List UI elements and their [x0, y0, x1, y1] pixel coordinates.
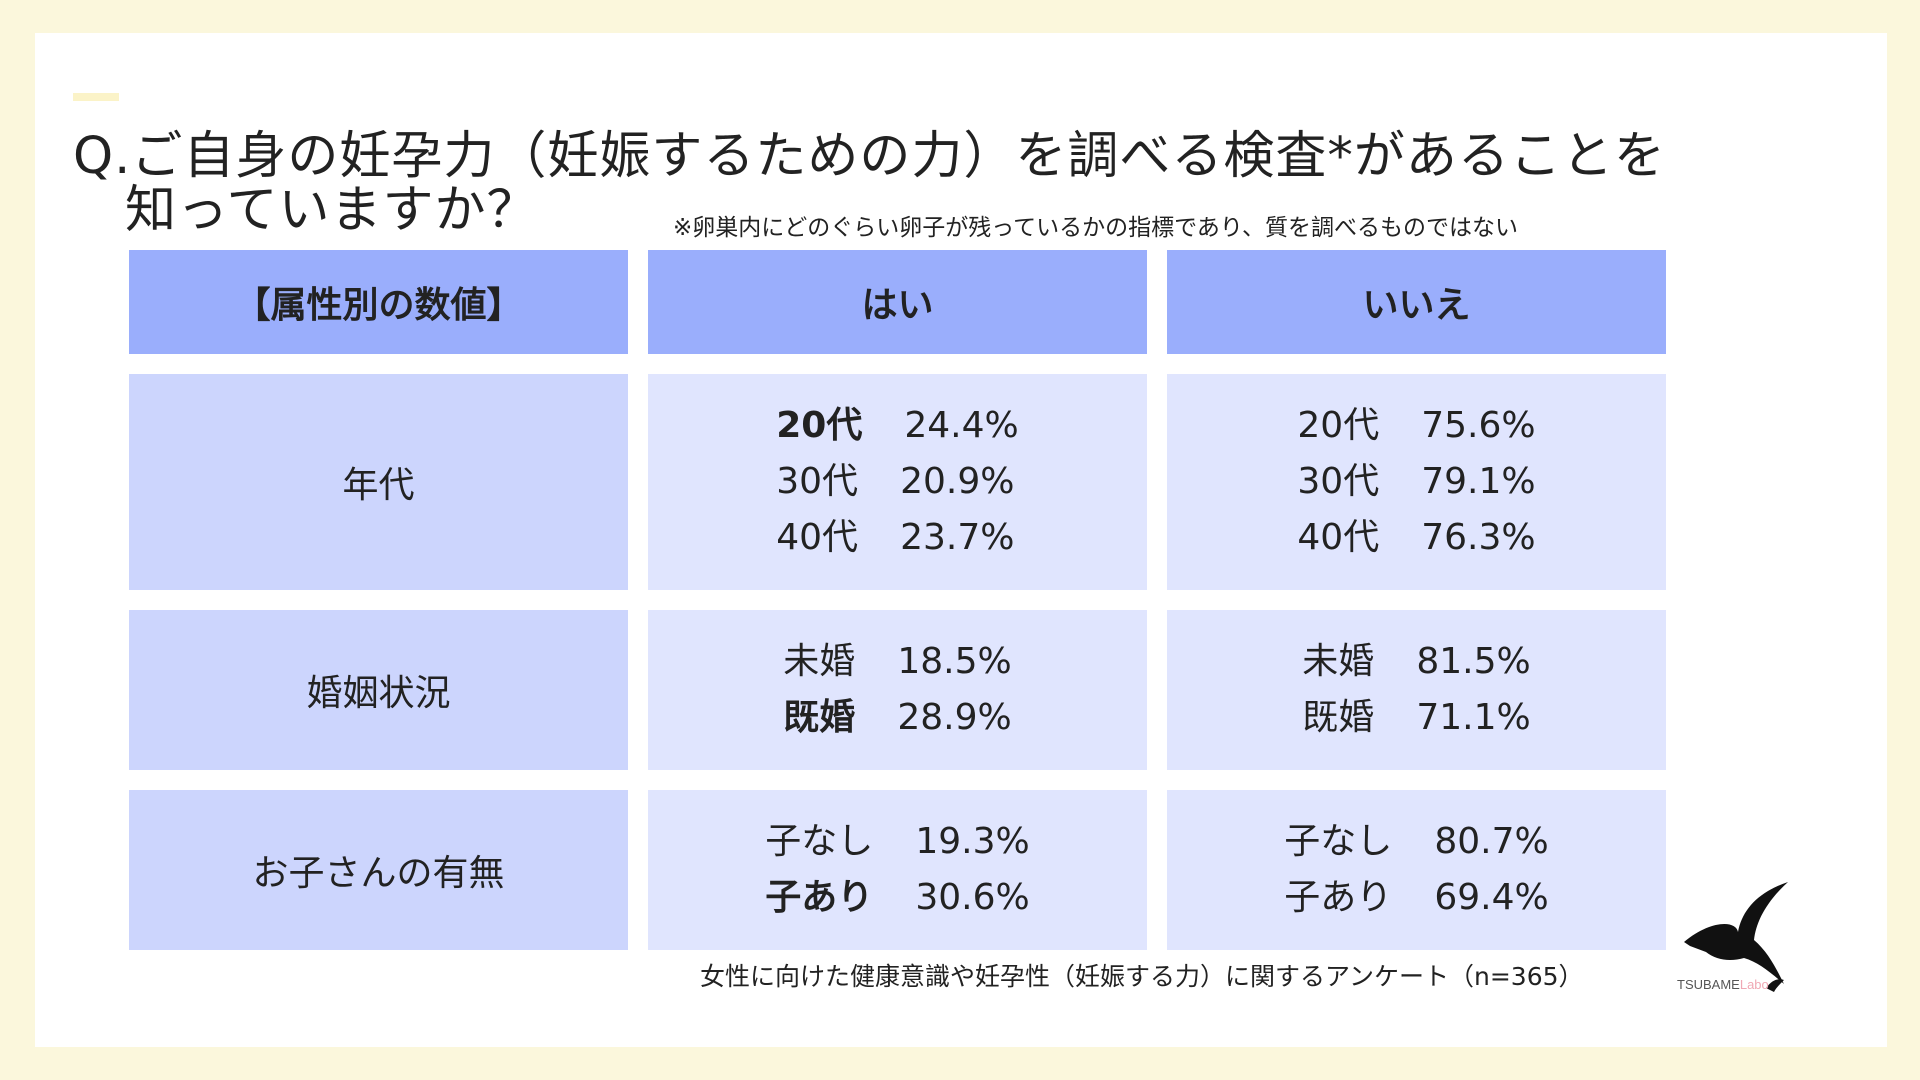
- value-percent: 19.3%: [915, 821, 1030, 862]
- value-percent: 80.7%: [1434, 821, 1549, 862]
- footnote: ※卵巣内にどのぐらい卵子が残っているかの指標であり、質を調べるものではない: [673, 215, 1518, 241]
- value-row: 40代 76.3%: [1297, 510, 1535, 566]
- value-row: 子あり 30.6%: [765, 870, 1029, 926]
- value-key: 子あり: [1284, 877, 1393, 918]
- question-title: Q.ご自身の妊孕力（妊娠するための力）を調べる検査*があることを 知っていますか…: [73, 130, 1713, 238]
- swallow-icon: [1680, 880, 1790, 1010]
- brand-logo-text: TSUBAMELabo: [1677, 977, 1769, 992]
- value-key: 20代: [1297, 405, 1380, 446]
- value-row: 子なし 80.7%: [1284, 814, 1548, 870]
- value-key: 未婚: [1302, 641, 1375, 682]
- value-row: 子なし 19.3%: [765, 814, 1029, 870]
- value-row: 未婚 81.5%: [1302, 634, 1530, 690]
- value-row: 30代 79.1%: [1297, 454, 1535, 510]
- cell-children-yes: 子なし 19.3% 子あり 30.6%: [648, 790, 1147, 950]
- value-row: 20代 75.6%: [1297, 398, 1535, 454]
- row-label-children: お子さんの有無: [129, 790, 628, 950]
- header-yes: はい: [648, 250, 1147, 354]
- value-key: 子なし: [765, 821, 874, 862]
- value-row: 20代 24.4%: [776, 398, 1018, 454]
- value-key: 子あり: [765, 877, 874, 918]
- value-percent: 75.6%: [1421, 405, 1536, 446]
- value-row: 30代 20.9%: [776, 454, 1018, 510]
- value-row: 既婚 28.9%: [783, 690, 1011, 746]
- header-attribute: 【属性別の数値】: [129, 250, 628, 354]
- question-title-line1: Q.ご自身の妊孕力（妊娠するための力）を調べる検査*があることを: [73, 127, 1666, 186]
- value-percent: 28.9%: [897, 697, 1012, 738]
- value-key: 40代: [1297, 517, 1380, 558]
- value-key: 未婚: [783, 641, 856, 682]
- value-percent: 24.4%: [904, 405, 1019, 446]
- value-percent: 71.1%: [1416, 697, 1531, 738]
- value-row: 子あり 69.4%: [1284, 870, 1548, 926]
- value-key: 子なし: [1284, 821, 1393, 862]
- value-percent: 20.9%: [900, 461, 1015, 502]
- value-key: 20代: [776, 405, 863, 446]
- value-percent: 23.7%: [900, 517, 1015, 558]
- value-percent: 81.5%: [1416, 641, 1531, 682]
- survey-source: 女性に向けた健康意識や妊孕性（妊娠する力）に関するアンケート（n=365）: [700, 962, 1584, 991]
- value-key: 40代: [776, 517, 859, 558]
- cell-children-no: 子なし 80.7% 子あり 69.4%: [1167, 790, 1666, 950]
- value-key: 既婚: [1302, 697, 1375, 738]
- brand-suffix: Labo: [1739, 977, 1769, 992]
- value-row: 既婚 71.1%: [1302, 690, 1530, 746]
- value-row: 未婚 18.5%: [783, 634, 1011, 690]
- value-key: 既婚: [783, 697, 856, 738]
- value-key: 30代: [1297, 461, 1380, 502]
- brand-name: TSUBAME: [1677, 977, 1740, 992]
- value-key: 30代: [776, 461, 859, 502]
- value-percent: 30.6%: [915, 877, 1030, 918]
- value-percent: 69.4%: [1434, 877, 1549, 918]
- question-title-line2: 知っていますか？: [125, 181, 539, 240]
- cell-age-no: 20代 75.6% 30代 79.1% 40代 76.3%: [1167, 374, 1666, 590]
- cell-marital-no: 未婚 81.5% 既婚 71.1%: [1167, 610, 1666, 770]
- header-no: いいえ: [1167, 250, 1666, 354]
- value-percent: 79.1%: [1421, 461, 1536, 502]
- cell-marital-yes: 未婚 18.5% 既婚 28.9%: [648, 610, 1147, 770]
- value-row: 40代 23.7%: [776, 510, 1018, 566]
- cell-age-yes: 20代 24.4% 30代 20.9% 40代 23.7%: [648, 374, 1147, 590]
- accent-bar: [73, 93, 119, 101]
- row-label-marital: 婚姻状況: [129, 610, 628, 770]
- value-percent: 18.5%: [897, 641, 1012, 682]
- value-percent: 76.3%: [1421, 517, 1536, 558]
- row-label-age: 年代: [129, 374, 628, 590]
